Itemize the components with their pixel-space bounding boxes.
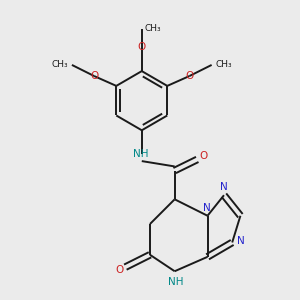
Text: N: N bbox=[203, 202, 211, 212]
Text: O: O bbox=[90, 71, 98, 81]
Text: O: O bbox=[116, 265, 124, 275]
Text: O: O bbox=[185, 71, 194, 81]
Text: NH: NH bbox=[133, 149, 149, 159]
Text: NH: NH bbox=[168, 277, 183, 286]
Text: N: N bbox=[220, 182, 228, 192]
Text: CH₃: CH₃ bbox=[51, 60, 68, 69]
Text: O: O bbox=[199, 151, 207, 161]
Text: CH₃: CH₃ bbox=[216, 60, 232, 69]
Text: O: O bbox=[138, 42, 146, 52]
Text: CH₃: CH₃ bbox=[145, 24, 162, 33]
Text: N: N bbox=[237, 236, 245, 246]
